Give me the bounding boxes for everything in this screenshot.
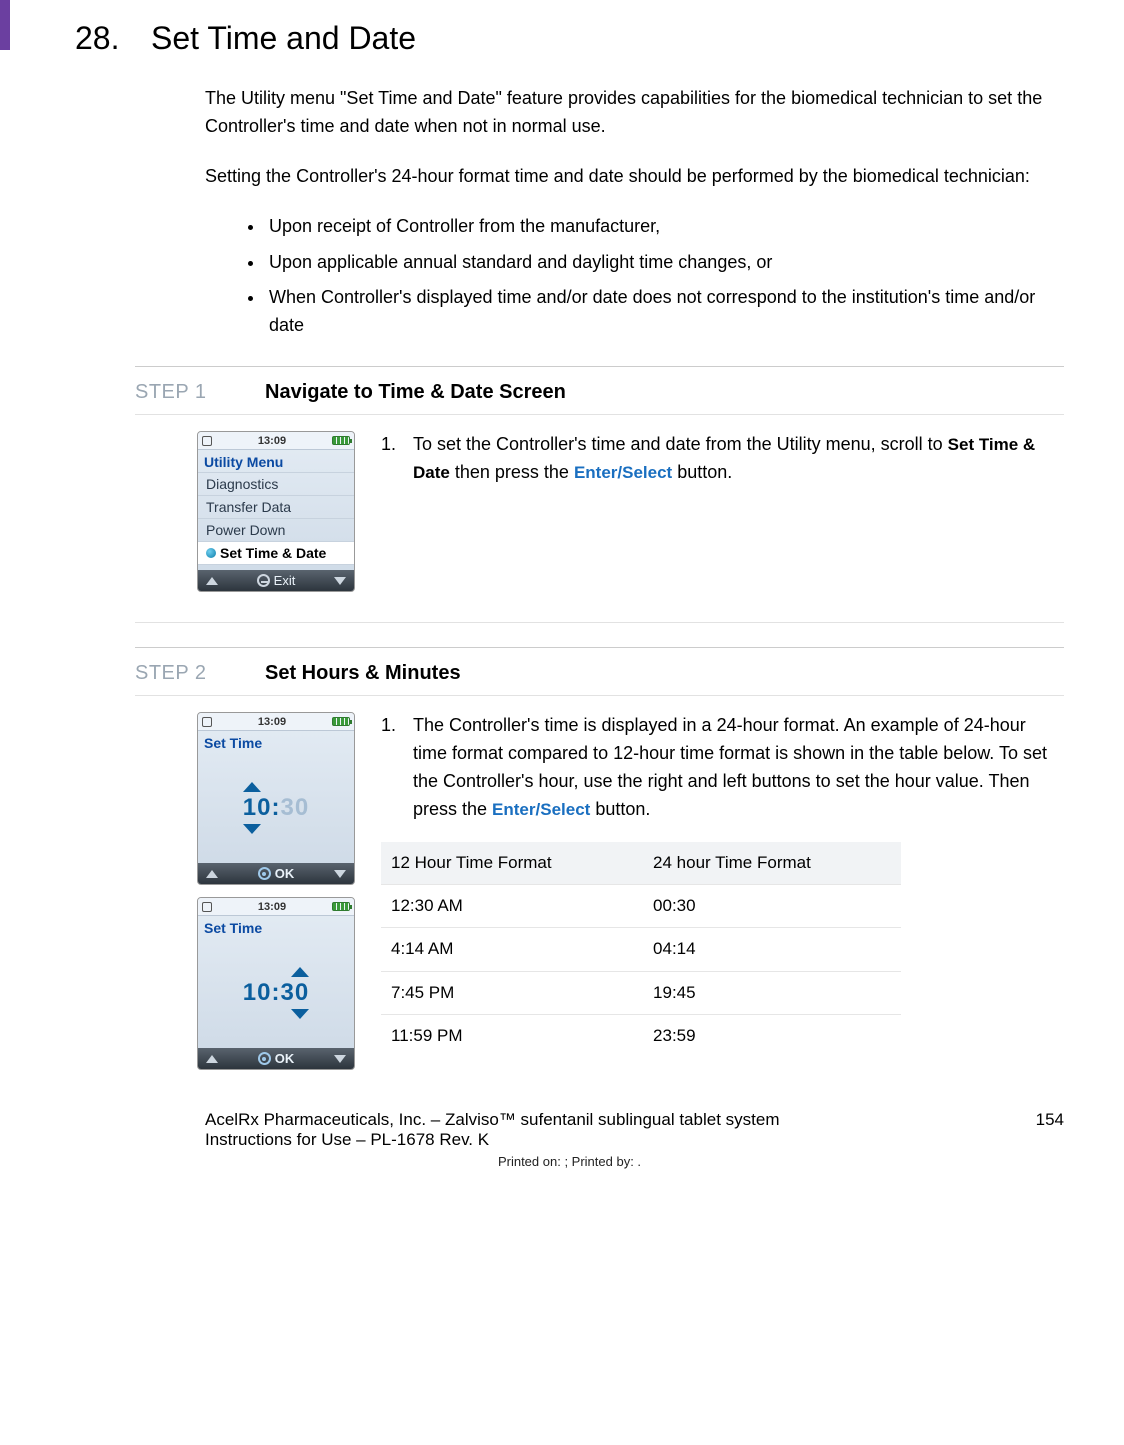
status-clock: 13:09 xyxy=(258,716,286,728)
arrow-up-icon xyxy=(206,1055,218,1063)
step-1: STEP 1 Navigate to Time & Date Screen 13… xyxy=(135,366,1064,623)
arrow-down-icon xyxy=(334,1055,346,1063)
decrement-icon xyxy=(243,824,261,834)
section-heading: 28. Set Time and Date xyxy=(75,20,1064,57)
page: 28. Set Time and Date The Utility menu "… xyxy=(0,0,1124,1199)
status-clock: 13:09 xyxy=(258,435,286,447)
decrement-icon xyxy=(291,1009,309,1019)
arrow-up-icon xyxy=(206,577,218,585)
step-title: Set Hours & Minutes xyxy=(265,662,461,685)
ok-button: OK xyxy=(258,866,295,881)
footer-doc: Instructions for Use – PL-1678 Rev. K xyxy=(205,1130,779,1150)
table-row: 11:59 PM23:59 xyxy=(381,1015,901,1058)
screen-title: Set Time xyxy=(198,731,354,753)
exit-icon xyxy=(257,574,270,587)
minute-value: 30 xyxy=(281,979,310,1007)
menu-item: Transfer Data xyxy=(198,495,354,518)
step-2: STEP 2 Set Hours & Minutes 13:09 Set Tim… xyxy=(135,647,1064,1100)
menu-item-label: Set Time & Date xyxy=(220,545,326,561)
menu-item: Diagnostics xyxy=(198,472,354,495)
increment-icon xyxy=(243,782,261,792)
bullet-item: When Controller's displayed time and/or … xyxy=(265,284,1064,340)
exit-label: Exit xyxy=(274,573,296,588)
lock-icon xyxy=(202,902,212,912)
screen-title: Utility Menu xyxy=(198,450,354,472)
selection-indicator-icon xyxy=(206,548,216,558)
ok-label: OK xyxy=(275,866,295,881)
exit-button: Exit xyxy=(257,573,296,588)
ok-button: OK xyxy=(258,1051,295,1066)
page-footer: AcelRx Pharmaceuticals, Inc. – Zalviso™ … xyxy=(75,1110,1064,1150)
step-title: Navigate to Time & Date Screen xyxy=(265,381,566,404)
time-value: 10:30 xyxy=(243,979,309,1007)
increment-icon xyxy=(291,967,309,977)
printed-line: Printed on: ; Printed by: . xyxy=(75,1154,1064,1169)
ok-icon xyxy=(258,1052,271,1065)
instruction-text: To set the Controller's time and date fr… xyxy=(413,431,1064,487)
controller-screen-set-minute: 13:09 Set Time 10:30 xyxy=(197,897,355,1070)
menu-item: Power Down xyxy=(198,518,354,541)
list-number: 1. xyxy=(381,431,399,487)
lock-icon xyxy=(202,436,212,446)
lock-icon xyxy=(202,717,212,727)
section-number: 28. xyxy=(75,20,133,57)
menu-item-selected: Set Time & Date xyxy=(198,541,354,564)
instruction-text: The Controller's time is displayed in a … xyxy=(413,712,1064,824)
step-label: STEP 2 xyxy=(135,662,265,685)
time-format-table: 12 Hour Time Format 24 hour Time Format … xyxy=(381,842,901,1058)
bullet-item: Upon receipt of Controller from the manu… xyxy=(265,213,1064,241)
ok-label: OK xyxy=(275,1051,295,1066)
button-reference: Enter/Select xyxy=(492,800,590,819)
page-number: 154 xyxy=(1036,1110,1064,1150)
table-row: 4:14 AM04:14 xyxy=(381,928,901,971)
arrow-up-icon xyxy=(206,870,218,878)
arrow-down-icon xyxy=(334,870,346,878)
status-clock: 13:09 xyxy=(258,901,286,913)
hour-value: 10 xyxy=(243,979,272,1007)
table-row: 12:30 AM00:30 xyxy=(381,885,901,928)
section-title: Set Time and Date xyxy=(151,20,416,57)
intro-para-1: The Utility menu "Set Time and Date" fea… xyxy=(205,85,1064,141)
intro-bullets: Upon receipt of Controller from the manu… xyxy=(265,213,1064,341)
step-label: STEP 1 xyxy=(135,381,265,404)
battery-icon xyxy=(332,436,350,445)
controller-screen-utility-menu: 13:09 Utility Menu Diagnostics Transfer … xyxy=(197,431,355,592)
ok-icon xyxy=(258,867,271,880)
arrow-down-icon xyxy=(334,577,346,585)
battery-icon xyxy=(332,717,350,726)
section-marker xyxy=(0,0,10,50)
screen-title: Set Time xyxy=(198,916,354,938)
controller-screen-set-hour: 13:09 Set Time 10:30 xyxy=(197,712,355,885)
table-header: 12 Hour Time Format xyxy=(381,842,643,885)
table-row: 7:45 PM19:45 xyxy=(381,971,901,1014)
list-number: 1. xyxy=(381,712,399,824)
minute-value: 30 xyxy=(281,794,310,822)
intro-para-2: Setting the Controller's 24-hour format … xyxy=(205,163,1064,191)
hour-value: 10 xyxy=(243,794,272,822)
time-value: 10:30 xyxy=(243,794,309,822)
intro-block: The Utility menu "Set Time and Date" fea… xyxy=(205,85,1064,340)
button-reference: Enter/Select xyxy=(574,463,672,482)
battery-icon xyxy=(332,902,350,911)
footer-company: AcelRx Pharmaceuticals, Inc. – Zalviso™ … xyxy=(205,1110,779,1130)
bullet-item: Upon applicable annual standard and dayl… xyxy=(265,249,1064,277)
table-header: 24 hour Time Format xyxy=(643,842,901,885)
